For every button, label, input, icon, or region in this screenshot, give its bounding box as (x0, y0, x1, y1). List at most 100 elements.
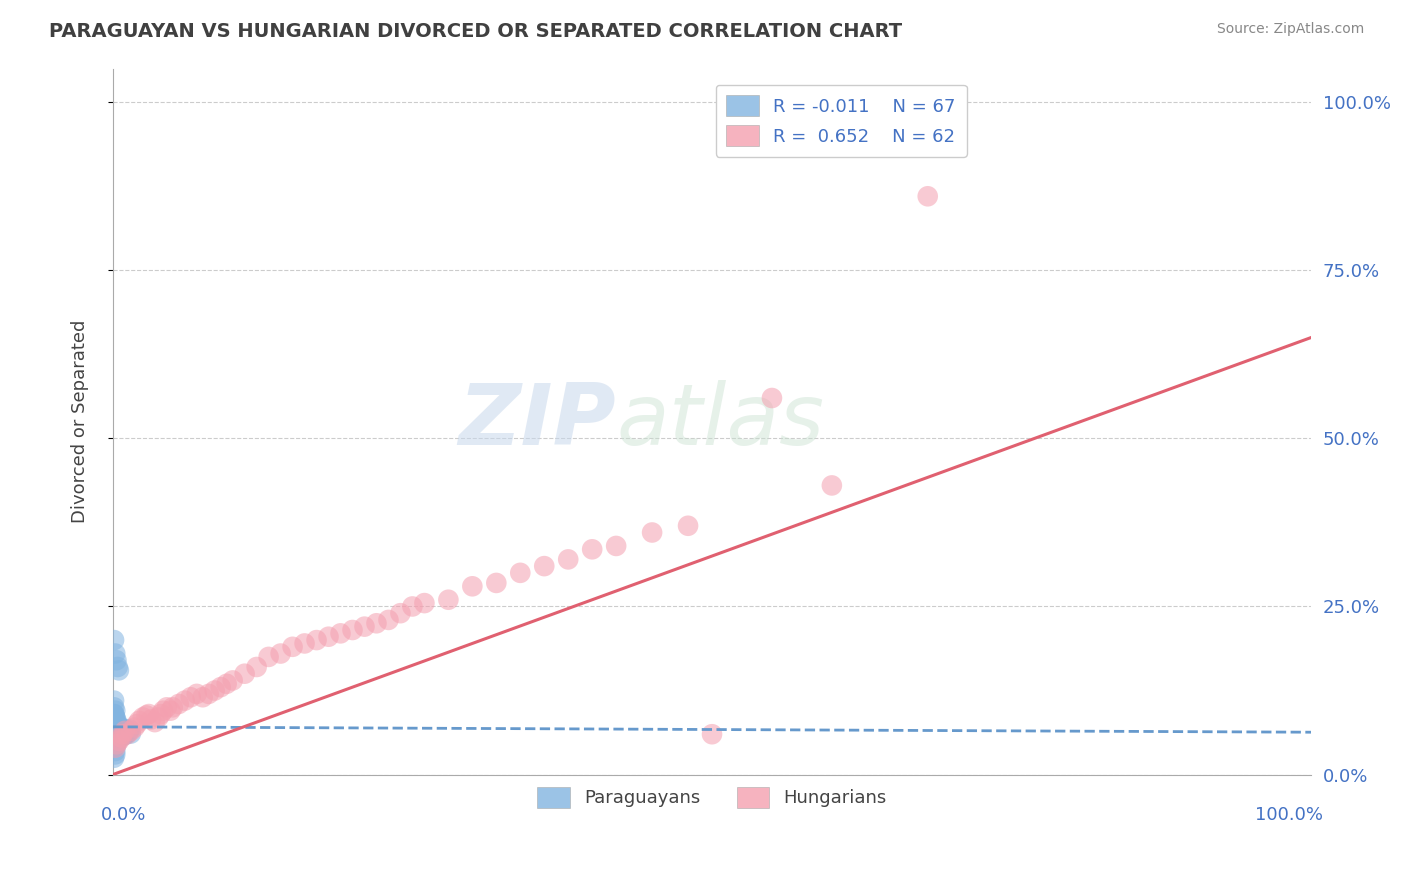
Point (329, 626, 352, 640)
Y-axis label: Divorced or Separated: Divorced or Separated (72, 320, 89, 524)
Point (103, 717, 125, 731)
Point (104, 647, 127, 661)
Point (437, 592, 460, 607)
Point (162, 700, 184, 714)
Point (105, 737, 128, 751)
Point (103, 737, 125, 751)
Point (246, 660, 269, 674)
Point (111, 727, 134, 741)
Point (103, 740, 125, 755)
Point (104, 704, 127, 718)
Point (103, 727, 125, 741)
Point (104, 731, 127, 745)
Point (110, 723, 132, 738)
Point (104, 717, 127, 731)
Point (105, 723, 128, 738)
Point (103, 723, 125, 738)
Point (676, 518, 699, 533)
Point (389, 606, 412, 620)
Point (114, 726, 136, 740)
Point (700, 727, 723, 741)
Point (204, 683, 226, 698)
Point (105, 721, 128, 735)
Point (103, 717, 125, 731)
Point (197, 687, 219, 701)
Point (115, 723, 138, 738)
Point (120, 723, 142, 738)
Point (111, 722, 134, 736)
Point (461, 579, 484, 593)
Point (167, 697, 190, 711)
Point (641, 525, 664, 540)
Point (108, 731, 131, 745)
Point (108, 721, 131, 735)
Point (104, 740, 127, 755)
Point (114, 722, 136, 736)
Point (221, 673, 243, 688)
Point (105, 714, 128, 728)
Point (107, 660, 129, 674)
Point (103, 707, 125, 722)
Point (103, 731, 125, 745)
Point (114, 723, 136, 738)
Point (103, 721, 125, 735)
Point (257, 649, 280, 664)
Point (104, 744, 127, 758)
Point (159, 704, 181, 718)
Point (112, 729, 135, 743)
Point (143, 715, 166, 730)
Point (125, 717, 148, 731)
Point (108, 734, 131, 748)
Point (180, 690, 202, 705)
Point (105, 653, 128, 667)
Point (117, 725, 139, 739)
Point (104, 723, 127, 738)
Point (104, 734, 127, 748)
Point (110, 731, 132, 745)
Point (107, 717, 129, 731)
Text: 0.0%: 0.0% (101, 806, 146, 824)
Point (191, 690, 214, 705)
Point (581, 542, 603, 557)
Point (107, 721, 129, 735)
Point (270, 647, 292, 661)
Point (132, 710, 155, 724)
Point (353, 620, 375, 634)
Point (215, 677, 238, 691)
Point (108, 727, 131, 741)
Text: ZIP: ZIP (458, 380, 616, 463)
Point (108, 731, 131, 745)
Point (107, 727, 129, 741)
Point (821, 478, 844, 492)
Point (917, 189, 939, 203)
Point (186, 687, 208, 701)
Point (103, 714, 125, 728)
Point (152, 704, 174, 718)
Point (103, 700, 125, 714)
Point (105, 737, 128, 751)
Point (104, 747, 127, 762)
Point (104, 727, 127, 741)
Point (103, 751, 125, 765)
Point (509, 566, 531, 580)
Text: Source: ZipAtlas.com: Source: ZipAtlas.com (1216, 22, 1364, 37)
Point (401, 599, 423, 614)
Point (318, 630, 340, 644)
Point (104, 721, 127, 735)
Point (103, 721, 125, 735)
Legend: Paraguayans, Hungarians: Paraguayans, Hungarians (530, 780, 894, 815)
Point (115, 727, 138, 741)
Point (533, 559, 555, 574)
Point (107, 731, 129, 745)
Point (111, 727, 134, 741)
Point (118, 723, 141, 737)
Point (103, 633, 125, 648)
Point (104, 710, 127, 724)
Point (557, 552, 579, 566)
Point (108, 664, 131, 678)
Point (209, 680, 232, 694)
Point (108, 727, 131, 741)
Point (413, 596, 436, 610)
Point (104, 710, 127, 724)
Point (108, 723, 131, 738)
